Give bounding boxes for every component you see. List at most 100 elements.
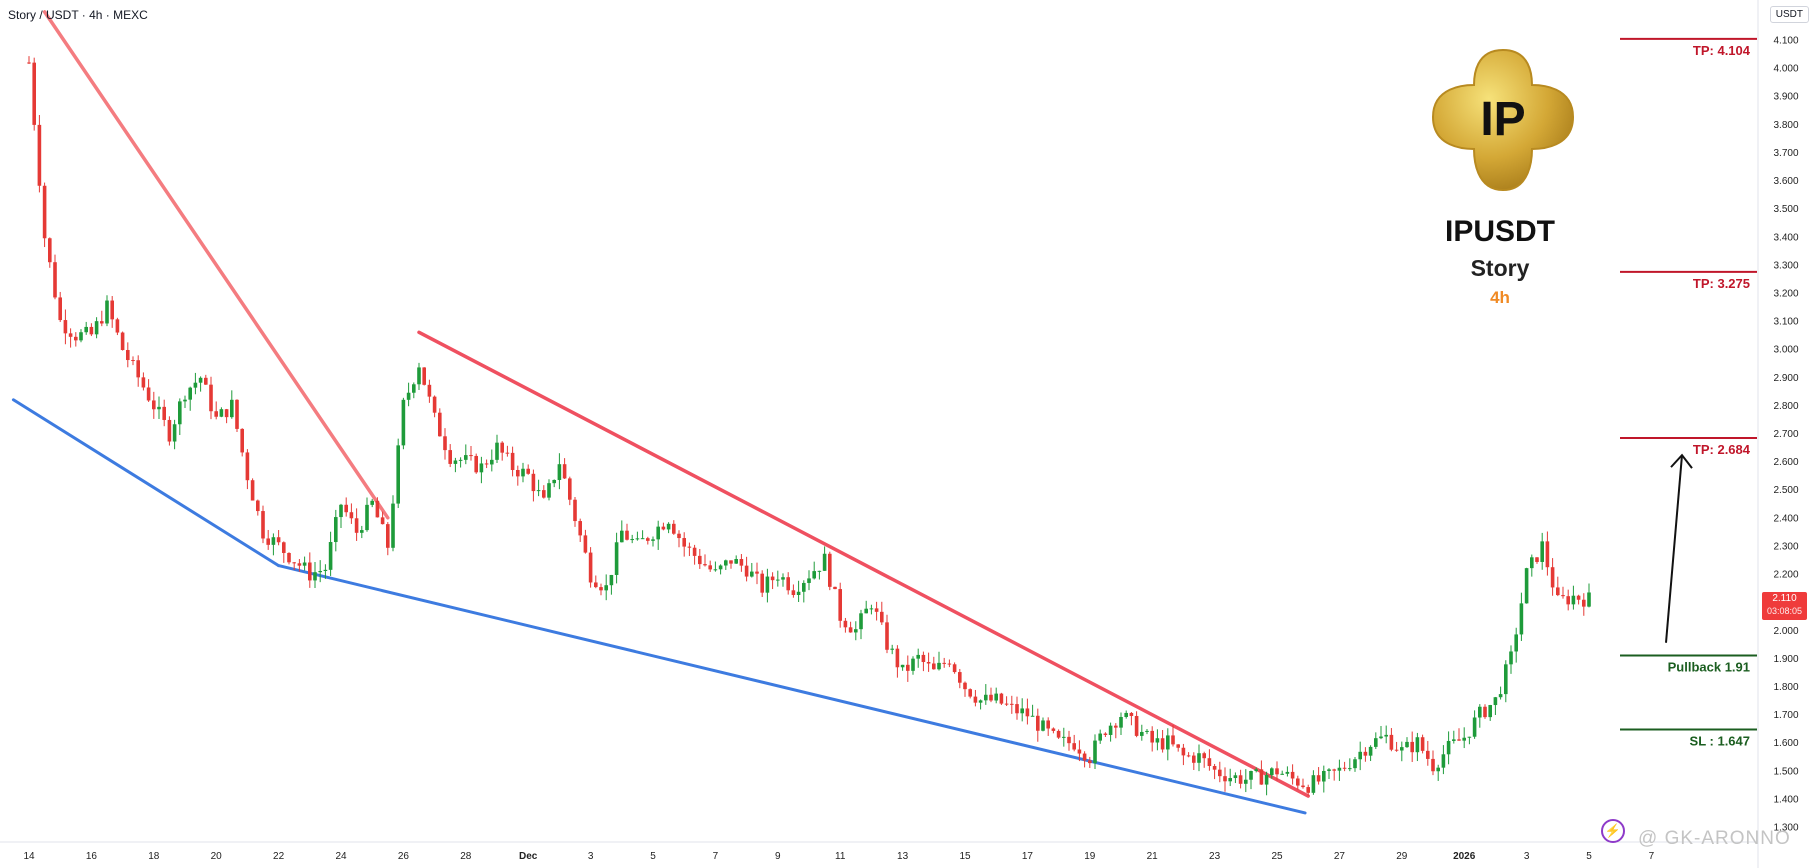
time-axis[interactable]: 14 16 18 20 22 24 26 28 Dec 3 5 7 9 11 13 15 17 19 21 23 25 2… [0, 841, 1758, 862]
candle-body [978, 700, 983, 703]
level-label: Pullback 1.91 [1668, 660, 1750, 675]
story-logo-icon: IP [1431, 48, 1575, 192]
candle-body [510, 452, 515, 471]
candle-body [516, 470, 520, 477]
candle-body [157, 406, 161, 410]
candle-body [874, 608, 879, 612]
candle-body [812, 571, 816, 579]
candle-body [1374, 738, 1378, 747]
candle-body [167, 419, 172, 442]
bar-countdown: 03:08:05 [1766, 606, 1803, 616]
candle-body [370, 500, 374, 505]
candle-body [1166, 735, 1170, 750]
candle-body [313, 572, 317, 581]
candle-body [760, 573, 764, 593]
y-tick-label: 3.600 [1773, 176, 1798, 187]
candle-body [765, 576, 770, 593]
symbol-label[interactable]: Story / USDT · 4h · MEXC [8, 8, 148, 22]
candle-body [27, 62, 31, 64]
candle-body [1249, 771, 1253, 780]
candle-body [401, 399, 406, 446]
candles [27, 56, 1591, 796]
x-tick-label: 17 [1022, 851, 1034, 862]
candle-body [245, 452, 250, 481]
candle-body [963, 682, 967, 690]
candle-body [729, 560, 733, 564]
descending-resistance-trendline[interactable] [417, 330, 1310, 798]
candle-body [172, 424, 177, 442]
candle-body [1384, 734, 1388, 737]
candle-body [422, 367, 426, 385]
candle-body [1587, 592, 1591, 607]
level-label: SL : 1.647 [1690, 733, 1750, 748]
support-part-1-trendline[interactable] [11, 398, 281, 568]
early-resistance-trendline[interactable] [42, 10, 390, 520]
price-axis[interactable]: 4.100 4.000 3.900 3.800 3.700 3.600 3.500 3.400… [1757, 0, 1799, 868]
candle-body [692, 547, 697, 556]
candle-body [386, 524, 390, 548]
candle-body [989, 694, 993, 701]
candle-body [141, 377, 146, 388]
candle-body [1457, 739, 1461, 741]
candle-body [890, 648, 894, 650]
candle-body [354, 518, 359, 533]
candle-body [1431, 758, 1435, 772]
candle-body [1197, 753, 1201, 763]
candle-body [214, 411, 218, 417]
candle-body [906, 664, 910, 671]
y-tick-label: 1.400 [1773, 794, 1798, 805]
candle-body [302, 562, 307, 566]
x-tick-label: 5 [1586, 851, 1592, 862]
candle-body [287, 552, 291, 563]
candle-body [594, 582, 598, 588]
candle-body [1155, 738, 1160, 743]
x-tick-label: 15 [959, 851, 971, 862]
candle-body [120, 332, 125, 351]
candle-body [1394, 749, 1399, 751]
candle-body [63, 320, 68, 334]
candle-body [984, 694, 988, 701]
candle-body [1098, 733, 1102, 741]
candle-body [573, 499, 577, 522]
y-tick-label: 3.300 [1773, 260, 1798, 271]
candle-body [365, 504, 369, 531]
candle-body [53, 262, 57, 298]
last-price-tag: 2.110 03:08:05 [1762, 592, 1807, 620]
candle-body [1353, 759, 1357, 769]
candle-body [48, 238, 52, 263]
y-tick-label: 3.800 [1773, 120, 1798, 131]
candle-body [500, 442, 504, 453]
candle-body [562, 464, 567, 479]
candle-body [464, 455, 468, 460]
candle-body [921, 654, 926, 663]
candle-body [828, 553, 832, 587]
candle-body [1571, 595, 1576, 605]
candle-body [490, 459, 494, 465]
candle-body [240, 428, 244, 453]
candle-body [204, 377, 208, 385]
candle-body [672, 523, 676, 534]
candle-body [1270, 768, 1274, 776]
y-tick-label: 1.300 [1773, 823, 1798, 834]
candle-body [588, 552, 593, 583]
candle-body [651, 539, 655, 541]
candle-body [266, 538, 270, 545]
candle-body [448, 450, 452, 464]
y-tick-label: 2.400 [1773, 513, 1798, 524]
candle-body [1530, 557, 1534, 569]
candle-body [1062, 736, 1066, 738]
candle-body [1036, 715, 1040, 731]
currency-button[interactable]: USDT [1769, 6, 1809, 23]
candle-body [1212, 766, 1217, 770]
candle-body [250, 480, 255, 501]
support-part-2-trendline[interactable] [277, 564, 1307, 815]
candle-body [505, 452, 510, 454]
candle-body [620, 530, 624, 543]
candle-body [276, 537, 281, 543]
candle-body [1368, 746, 1373, 756]
candle-body [271, 537, 276, 545]
candle-body [443, 436, 447, 451]
candle-body [614, 542, 619, 575]
candle-body [308, 562, 312, 581]
